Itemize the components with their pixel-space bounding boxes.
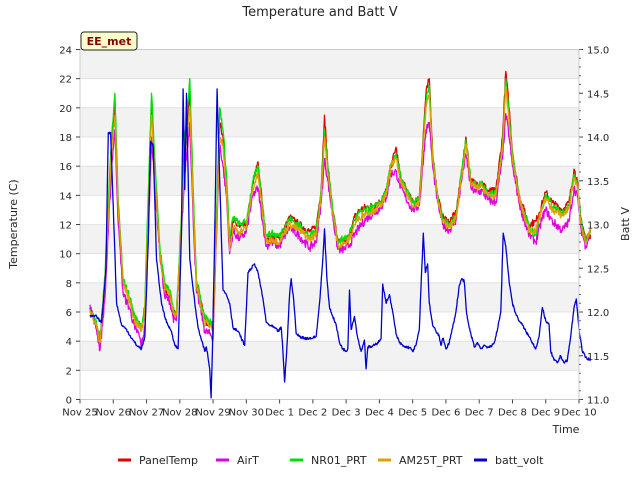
y2-tick-label: 13.5: [587, 177, 609, 188]
x-tick-label: Dec 3: [332, 408, 361, 419]
chart-title: Temperature and Batt V: [241, 5, 397, 20]
x-tick-label: Nov 26: [96, 408, 131, 419]
y-tick-label: 20: [59, 104, 72, 115]
legend-label: batt_volt: [495, 454, 544, 467]
x-tick-label: Dec 2: [298, 408, 327, 419]
y-tick-label: 6: [66, 308, 72, 319]
y-axis-label: Temperature (C): [7, 179, 20, 269]
series-batt_volt: [89, 88, 591, 399]
x-tick-label: Dec 4: [365, 408, 394, 419]
grid-band: [80, 224, 579, 254]
x-tick-label: Dec 6: [431, 408, 460, 419]
y-tick-label: 8: [66, 279, 72, 290]
y2-tick-label: 15.0: [587, 46, 609, 57]
series-AirT: [89, 113, 592, 352]
y-tick-label: 4: [66, 337, 72, 348]
y2-axis-label: Batt V: [619, 207, 632, 241]
x-tick-label: Dec 5: [398, 408, 427, 419]
station-label-box: EE_met: [80, 31, 138, 51]
x-axis-label: Time: [552, 423, 580, 436]
grid-band: [80, 341, 579, 371]
legend-label: PanelTemp: [139, 454, 198, 467]
station-label: EE_met: [87, 35, 132, 48]
x-tick-label: Dec 10: [561, 408, 596, 419]
x-tick-label: Nov 27: [129, 408, 164, 419]
x-tick-label: Nov 29: [195, 408, 230, 419]
legend-label: AirT: [237, 454, 259, 467]
x-tick-label: Nov 25: [62, 408, 97, 419]
legend-label: AM25T_PRT: [399, 454, 463, 467]
y-tick-label: 12: [59, 221, 72, 232]
y2-tick-label: 11.5: [587, 352, 609, 363]
x-tick-label: Nov 30: [229, 408, 264, 419]
y-tick-label: 2: [66, 366, 72, 377]
y2-tick-label: 14.5: [587, 89, 609, 100]
y-tick-label: 16: [59, 162, 72, 173]
y2-tick-label: 13.0: [587, 221, 609, 232]
x-tick-label: Dec 7: [465, 408, 494, 419]
y-tick-label: 0: [66, 396, 72, 407]
y2-tick-label: 12.0: [587, 308, 609, 319]
series-AM25T_PRT: [89, 85, 592, 344]
background-bands: [80, 49, 579, 371]
x-tick-label: Dec 1: [265, 408, 294, 419]
y2-tick-label: 11.0: [587, 396, 609, 407]
y-tick-label: 14: [59, 191, 72, 202]
legend-label: NR01_PRT: [311, 454, 367, 467]
grid-band: [80, 107, 579, 137]
grid-band: [80, 49, 579, 79]
y-tick-label: 10: [59, 250, 72, 261]
series-lines: [89, 70, 592, 399]
y2-tick-label: 14.0: [587, 133, 609, 144]
x-tick-label: Dec 9: [531, 408, 560, 419]
y-tick-label: 18: [59, 133, 72, 144]
y-tick-label: 24: [59, 46, 72, 57]
y2-tick-label: 12.5: [587, 264, 609, 275]
legend: PanelTemp AirT NR01_PRT AM25T_PRT batt_volt: [118, 454, 544, 467]
y-axis-right: 11.0 11.5 12.0 12.5 13.0 13.5 14.0 14.5 15.0: [579, 46, 609, 407]
x-tick-label: Nov 28: [162, 408, 197, 419]
y-tick-label: 22: [59, 75, 72, 86]
x-tick-label: Dec 8: [498, 408, 527, 419]
